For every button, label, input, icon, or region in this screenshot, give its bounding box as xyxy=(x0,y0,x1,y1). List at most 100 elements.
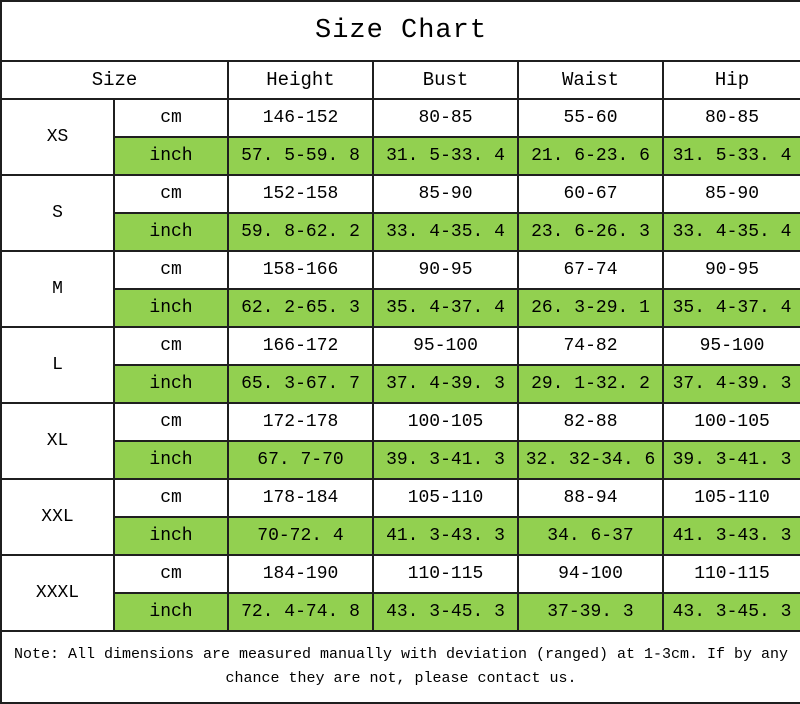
value-cell: 60-67 xyxy=(517,174,664,214)
value-cell: 166-172 xyxy=(227,326,374,366)
unit-cell: inch xyxy=(113,288,229,328)
row-xxl-inch: inch 70-72. 4 41. 3-43. 3 34. 6-37 41. 3… xyxy=(1,516,800,556)
row-xs-inch: inch 57. 5-59. 8 31. 5-33. 4 21. 6-23. 6… xyxy=(1,136,800,176)
value-cell: 90-95 xyxy=(661,250,800,290)
value-cell: 55-60 xyxy=(517,98,664,138)
value-cell: 67-74 xyxy=(517,250,664,290)
value-cell: 100-105 xyxy=(372,402,519,442)
value-cell: 100-105 xyxy=(661,402,800,442)
row-xl-cm: XL cm 172-178 100-105 82-88 100-105 xyxy=(0,402,800,480)
size-label-l: L xyxy=(0,326,115,404)
value-cell: 90-95 xyxy=(372,250,519,290)
unit-cell: cm xyxy=(113,98,229,138)
value-cell: 33. 4-35. 4 xyxy=(661,212,800,252)
unit-cell: cm xyxy=(113,402,229,442)
value-cell: 80-85 xyxy=(372,98,519,138)
value-cell: 85-90 xyxy=(372,174,519,214)
row-l-inch: inch 65. 3-67. 7 37. 4-39. 3 29. 1-32. 2… xyxy=(1,364,800,404)
value-cell: 43. 3-45. 3 xyxy=(661,592,800,632)
value-cell: 67. 7-70 xyxy=(227,440,374,480)
col-header-waist: Waist xyxy=(517,60,664,100)
row-xxxl-cm: XXXL cm 184-190 110-115 94-100 110-115 xyxy=(0,554,800,632)
unit-cell: inch xyxy=(113,592,229,632)
unit-cell: cm xyxy=(113,174,229,214)
unit-cell: inch xyxy=(113,516,229,556)
row-m-cm: M cm 158-166 90-95 67-74 90-95 xyxy=(0,250,800,328)
col-header-height: Height xyxy=(227,60,374,100)
value-cell: 95-100 xyxy=(372,326,519,366)
header-row: Size Height Bust Waist Hip xyxy=(0,60,800,100)
row-m-inch: inch 62. 2-65. 3 35. 4-37. 4 26. 3-29. 1… xyxy=(1,288,800,328)
size-label-xl: XL xyxy=(0,402,115,480)
value-cell: 88-94 xyxy=(517,478,664,518)
value-cell: 110-115 xyxy=(661,554,800,594)
value-cell: 37. 4-39. 3 xyxy=(661,364,800,404)
value-cell: 172-178 xyxy=(227,402,374,442)
value-cell: 43. 3-45. 3 xyxy=(372,592,519,632)
row-s-cm: S cm 152-158 85-90 60-67 85-90 xyxy=(0,174,800,252)
value-cell: 110-115 xyxy=(372,554,519,594)
unit-cell: inch xyxy=(113,212,229,252)
unit-cell: inch xyxy=(113,136,229,176)
value-cell: 39. 3-41. 3 xyxy=(661,440,800,480)
value-cell: 85-90 xyxy=(661,174,800,214)
value-cell: 37. 4-39. 3 xyxy=(372,364,519,404)
value-cell: 184-190 xyxy=(227,554,374,594)
value-cell: 80-85 xyxy=(661,98,800,138)
row-l-cm: L cm 166-172 95-100 74-82 95-100 xyxy=(0,326,800,404)
value-cell: 26. 3-29. 1 xyxy=(517,288,664,328)
value-cell: 57. 5-59. 8 xyxy=(227,136,374,176)
size-label-s: S xyxy=(0,174,115,252)
value-cell: 33. 4-35. 4 xyxy=(372,212,519,252)
title-row: Size Chart xyxy=(0,0,800,62)
value-cell: 39. 3-41. 3 xyxy=(372,440,519,480)
value-cell: 34. 6-37 xyxy=(517,516,664,556)
size-label-m: M xyxy=(0,250,115,328)
value-cell: 70-72. 4 xyxy=(227,516,374,556)
unit-cell: cm xyxy=(113,250,229,290)
row-s-inch: inch 59. 8-62. 2 33. 4-35. 4 23. 6-26. 3… xyxy=(1,212,800,252)
unit-cell: inch xyxy=(113,440,229,480)
value-cell: 94-100 xyxy=(517,554,664,594)
value-cell: 105-110 xyxy=(372,478,519,518)
value-cell: 35. 4-37. 4 xyxy=(372,288,519,328)
value-cell: 95-100 xyxy=(661,326,800,366)
value-cell: 23. 6-26. 3 xyxy=(517,212,664,252)
row-xxxl-inch: inch 72. 4-74. 8 43. 3-45. 3 37-39. 3 43… xyxy=(1,592,800,632)
value-cell: 152-158 xyxy=(227,174,374,214)
value-cell: 74-82 xyxy=(517,326,664,366)
value-cell: 82-88 xyxy=(517,402,664,442)
col-header-size: Size xyxy=(0,60,229,100)
value-cell: 62. 2-65. 3 xyxy=(227,288,374,328)
unit-cell: cm xyxy=(113,554,229,594)
value-cell: 29. 1-32. 2 xyxy=(517,364,664,404)
row-xl-inch: inch 67. 7-70 39. 3-41. 3 32. 32-34. 6 3… xyxy=(1,440,800,480)
value-cell: 41. 3-43. 3 xyxy=(372,516,519,556)
unit-cell: inch xyxy=(113,364,229,404)
value-cell: 21. 6-23. 6 xyxy=(517,136,664,176)
value-cell: 158-166 xyxy=(227,250,374,290)
row-xxl-cm: XXL cm 178-184 105-110 88-94 105-110 xyxy=(0,478,800,556)
row-xs-cm: XS cm 146-152 80-85 55-60 80-85 xyxy=(0,98,800,176)
unit-cell: cm xyxy=(113,326,229,366)
size-label-xs: XS xyxy=(0,98,115,176)
col-header-bust: Bust xyxy=(372,60,519,100)
value-cell: 31. 5-33. 4 xyxy=(372,136,519,176)
size-label-xxl: XXL xyxy=(0,478,115,556)
value-cell: 37-39. 3 xyxy=(517,592,664,632)
value-cell: 41. 3-43. 3 xyxy=(661,516,800,556)
page-title: Size Chart xyxy=(0,0,800,62)
value-cell: 35. 4-37. 4 xyxy=(661,288,800,328)
unit-cell: cm xyxy=(113,478,229,518)
size-label-xxxl: XXXL xyxy=(0,554,115,632)
note-line-2: chance they are not, please contact us. xyxy=(225,670,577,687)
value-cell: 59. 8-62. 2 xyxy=(227,212,374,252)
value-cell: 178-184 xyxy=(227,478,374,518)
note-line-1: Note: All dimensions are measured manual… xyxy=(13,646,789,663)
value-cell: 31. 5-33. 4 xyxy=(661,136,800,176)
value-cell: 32. 32-34. 6 xyxy=(517,440,664,480)
note-cell: Note: All dimensions are measured manual… xyxy=(0,630,800,704)
value-cell: 146-152 xyxy=(227,98,374,138)
note-row: Note: All dimensions are measured manual… xyxy=(0,630,800,704)
